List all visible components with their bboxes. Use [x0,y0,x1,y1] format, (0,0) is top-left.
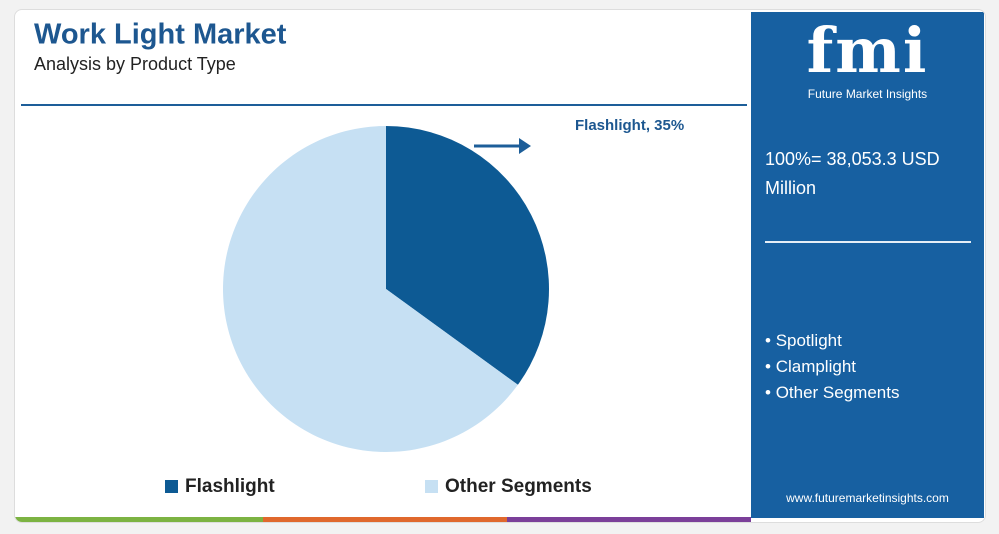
chart-subtitle: Analysis by Product Type [34,54,236,74]
logo-caption: Future Market Insights [807,87,928,101]
legend-swatch [425,480,438,493]
segment-item: • Other Segments [765,383,900,402]
chart-title: Work Light Market [34,19,287,51]
segment-text: Clamplight [775,357,856,376]
arrow-head [519,138,531,154]
segment-text: Spotlight [775,331,842,350]
pie-slice [386,126,549,385]
segment-list: • Spotlight • Clamplight • Other Segments [765,328,899,406]
separator [765,241,971,243]
total: 100%= 38,053.3 USD Million [765,149,940,198]
data-label: Flashlight, 35% [575,117,684,134]
legend-swatch [165,480,178,493]
card: Work Light Market Analysis by Product Ty… [14,9,986,523]
chart: Work Light Market Analysis by Product Ty… [15,19,751,522]
stripe [15,517,263,522]
segment-item: • Clamplight [765,357,856,376]
legend-label: Flashlight [185,476,275,497]
stripe [263,517,507,522]
logo: fmi [806,14,929,87]
stripe [507,517,751,522]
side-panel: fmi Future Market Insights 100%= 38,053.… [751,12,984,518]
legend-label: Other Segments [445,476,592,497]
pie-slice [223,125,518,452]
segment-item: • Spotlight [765,331,842,350]
segment-text: Other Segments [775,383,900,402]
website: www.futuremarketinsights.com [786,491,949,505]
